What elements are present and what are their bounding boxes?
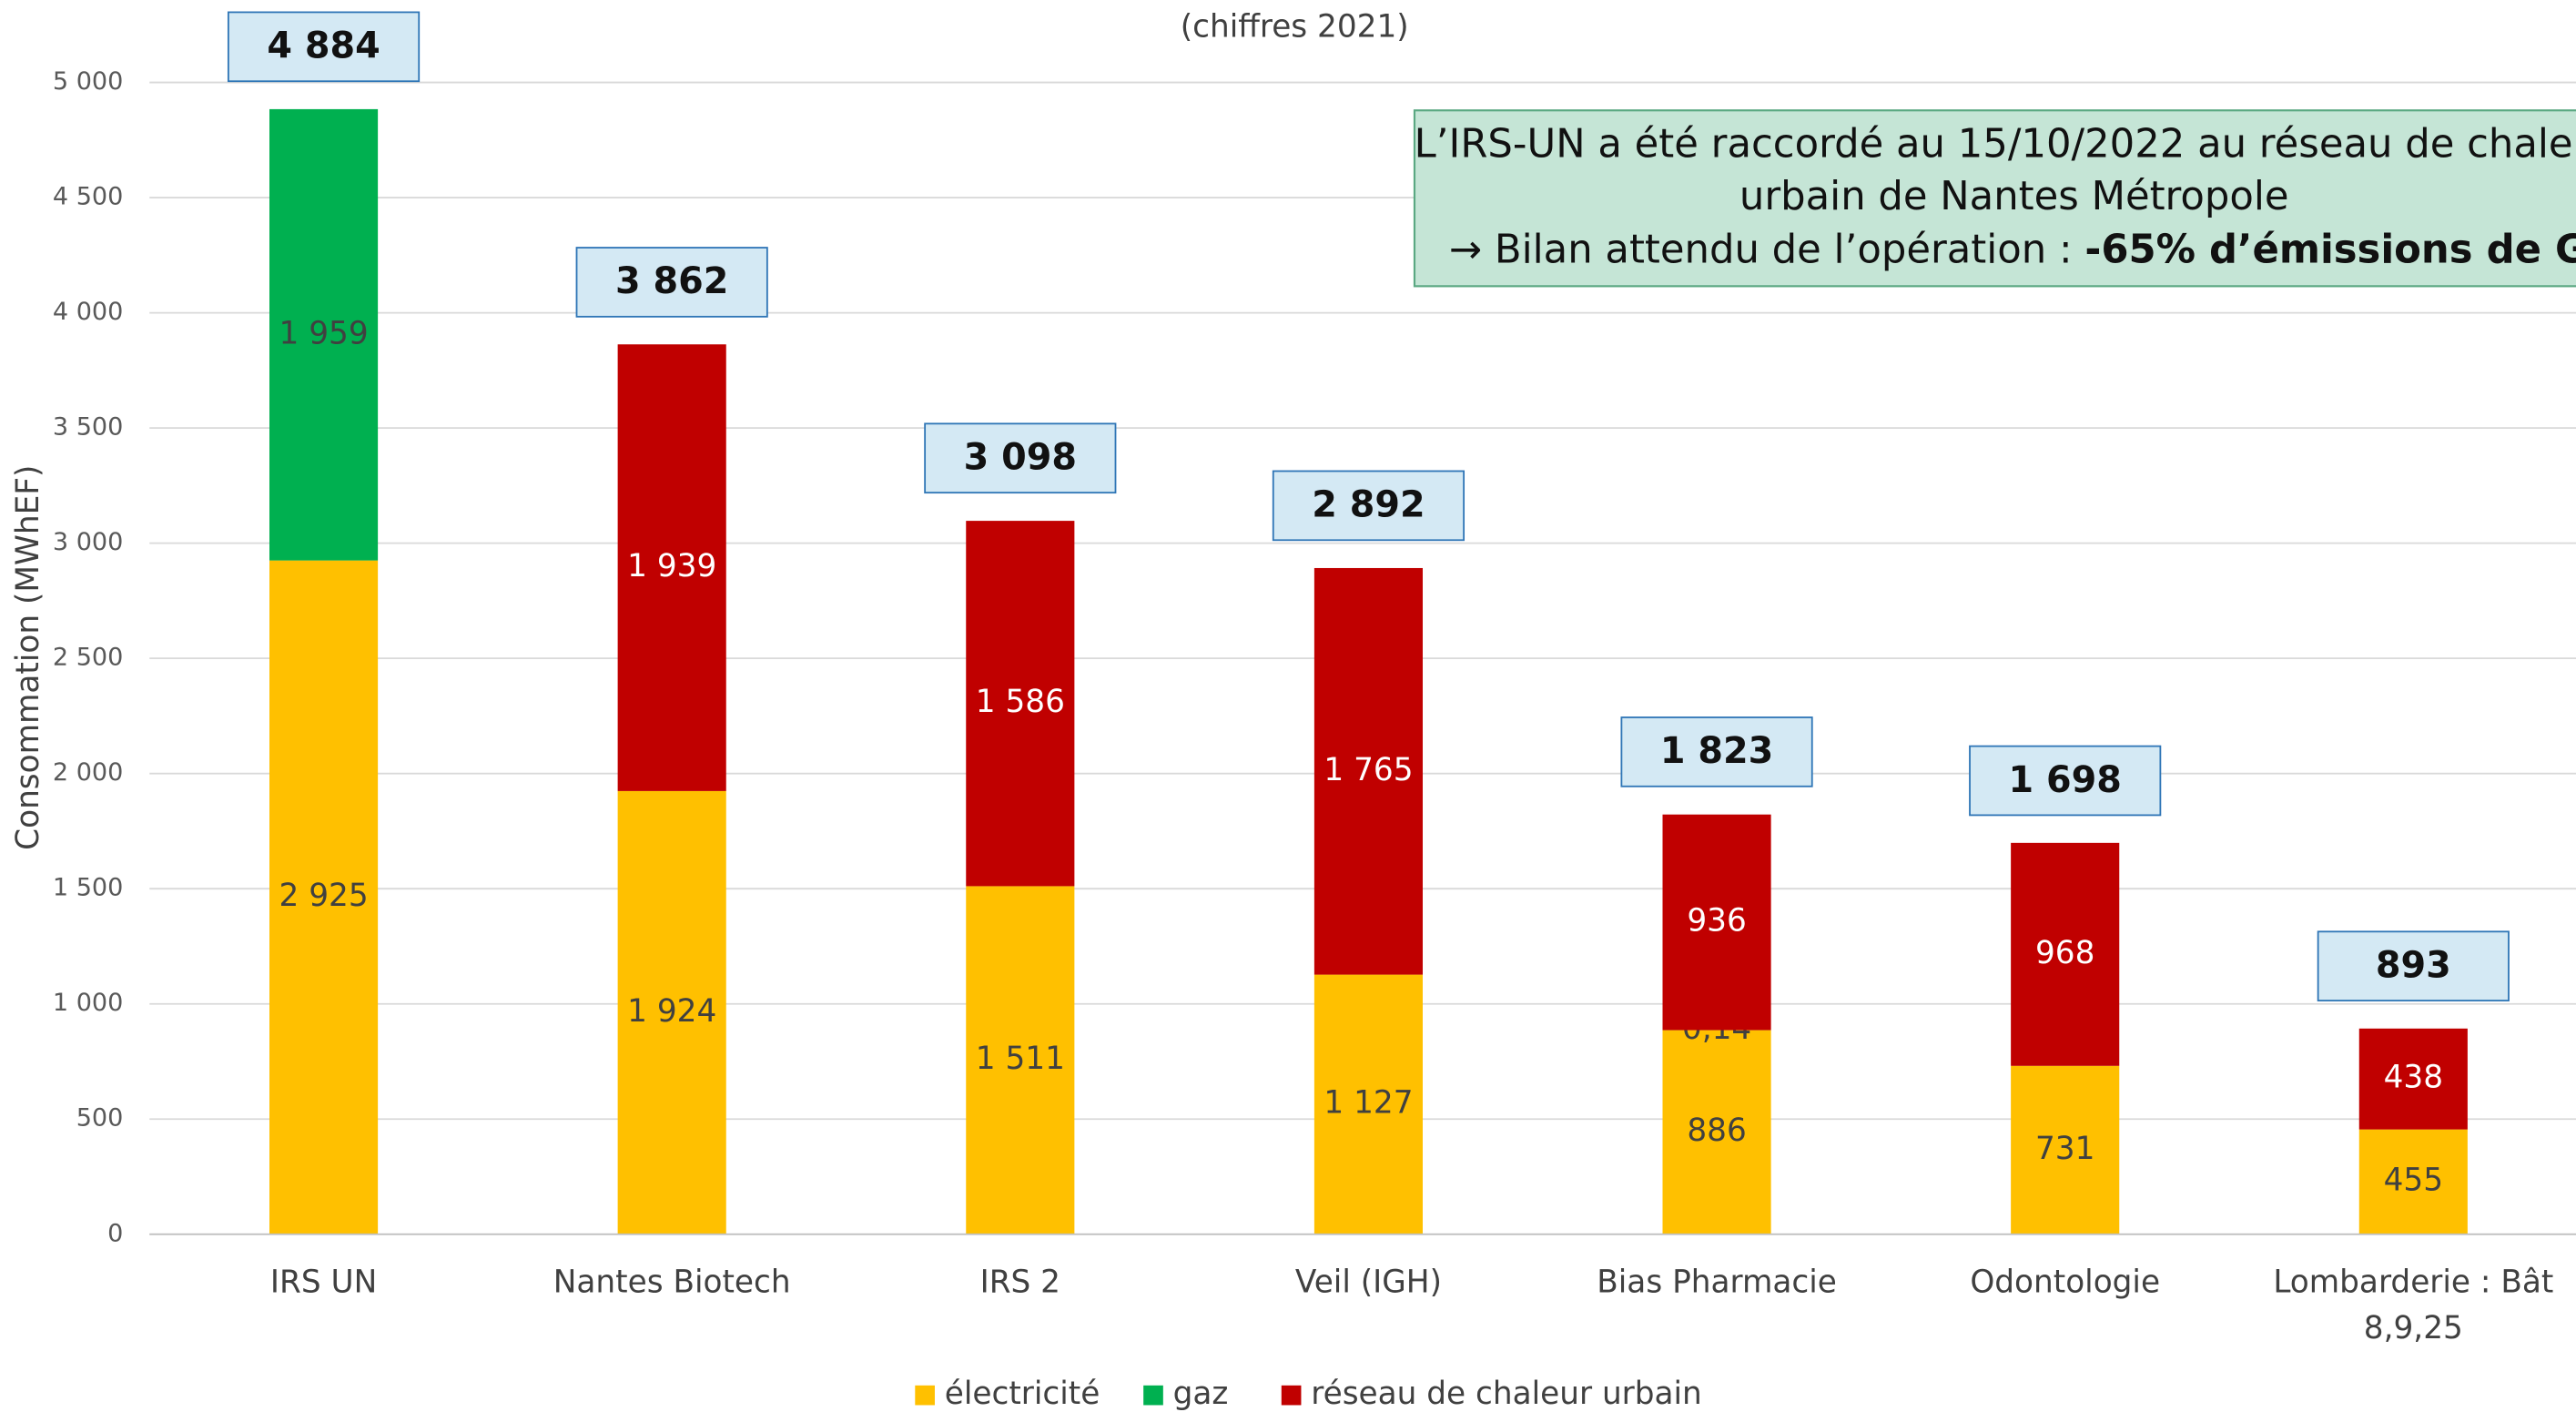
y-tick-label: 4 000	[53, 298, 123, 326]
bar-segment	[2011, 1065, 2120, 1234]
bar-segment	[2358, 1129, 2468, 1234]
x-tick-label: Veil (IGH)	[1295, 1264, 1442, 1300]
x-tick-label: Nantes Biotech	[553, 1264, 791, 1300]
y-tick-label: 3 000	[53, 528, 123, 556]
bar-segment	[966, 886, 1075, 1234]
legend-swatch	[1143, 1385, 1163, 1406]
data-label: 1 939	[627, 548, 716, 584]
data-label: 886	[1687, 1112, 1746, 1149]
y-tick-label: 1 500	[53, 874, 123, 902]
data-label: 1 959	[279, 315, 368, 351]
y-tick-label: 2 000	[53, 758, 123, 787]
total-box	[2317, 930, 2510, 1002]
bar-segment	[966, 521, 1075, 887]
annotation-line: urbain de Nantes Métropole	[1739, 174, 2289, 219]
x-tick-label: Bias Pharmacie	[1597, 1264, 1837, 1300]
bar-segment	[1313, 567, 1423, 975]
bar-segment	[2011, 842, 2120, 1066]
total-label: 3 098	[964, 437, 1077, 479]
bar-segment	[617, 790, 726, 1234]
data-label: 455	[2384, 1163, 2443, 1199]
y-tick-label: 3 500	[53, 413, 123, 442]
y-tick-label: 500	[76, 1104, 124, 1133]
legend-swatch	[915, 1385, 935, 1406]
y-tick-label: 0	[107, 1219, 123, 1247]
bar-segment	[269, 108, 379, 561]
x-tick-label: IRS 2	[980, 1264, 1060, 1300]
data-label: 1 586	[976, 684, 1065, 720]
data-label: 1 511	[976, 1041, 1065, 1077]
bar-segment	[617, 344, 726, 791]
data-label: 2 925	[279, 878, 368, 914]
y-tick-label: 2 500	[53, 644, 123, 672]
total-label: 3 862	[615, 260, 728, 302]
x-tick-label: IRS UN	[270, 1264, 377, 1300]
total-label: 4 884	[267, 25, 380, 67]
total-label: 893	[2376, 945, 2451, 987]
y-tick-label: 5 000	[53, 67, 123, 96]
annotation: L’IRS-UN a été raccordé au 15/10/2022 au…	[1413, 109, 2576, 288]
total-box	[1969, 745, 2162, 817]
y-tick-label: 4 500	[53, 183, 123, 211]
total-box	[924, 422, 1117, 494]
total-box	[1620, 716, 1813, 787]
data-label: 968	[2035, 935, 2094, 971]
y-tick-label: 1 000	[53, 989, 123, 1017]
legend-label: gaz	[1173, 1376, 1229, 1412]
bar-segment	[1313, 974, 1423, 1234]
total-label: 2 892	[1312, 484, 1425, 526]
total-box	[1272, 470, 1465, 542]
y-axis-label: Consommation (MWhEF)	[10, 465, 46, 850]
x-tick-label: Odontologie	[1970, 1264, 2160, 1300]
bar-segment	[1662, 814, 1771, 1031]
data-label: 438	[2384, 1060, 2443, 1096]
total-box	[227, 11, 421, 83]
chart-subtitle: (chiffres 2021)	[1181, 9, 1409, 46]
bar-segment	[2358, 1028, 2468, 1130]
annotation-emphasis: -65% d’émissions de GES/an	[2084, 227, 2576, 272]
legend-label: réseau de chaleur urbain	[1311, 1376, 1702, 1412]
legend-label: électricité	[945, 1376, 1100, 1412]
data-label: 1 765	[1323, 752, 1413, 788]
data-label: 936	[1687, 903, 1746, 940]
annotation-line: → Bilan attendu de l’opération : -65% d’…	[1449, 227, 2576, 272]
total-box	[575, 247, 768, 318]
annotation-line: L’IRS-UN a été raccordé au 15/10/2022 au…	[1415, 121, 2576, 167]
total-label: 1 823	[1660, 730, 1773, 772]
annotation-text: → Bilan attendu de l’opération :	[1449, 227, 2084, 272]
data-label: 1 924	[627, 993, 716, 1030]
x-tick-label: Lombarderie : Bât	[2273, 1264, 2553, 1300]
bar-segment	[1662, 1030, 1771, 1234]
x-tick-label: 8,9,25	[2364, 1310, 2463, 1346]
total-label: 1 698	[2009, 759, 2122, 801]
data-label: 731	[2035, 1131, 2094, 1167]
bar-segment	[269, 560, 379, 1234]
data-label: 1 127	[1323, 1085, 1413, 1122]
legend-swatch	[1281, 1385, 1302, 1406]
annotation-box	[1413, 109, 2576, 288]
